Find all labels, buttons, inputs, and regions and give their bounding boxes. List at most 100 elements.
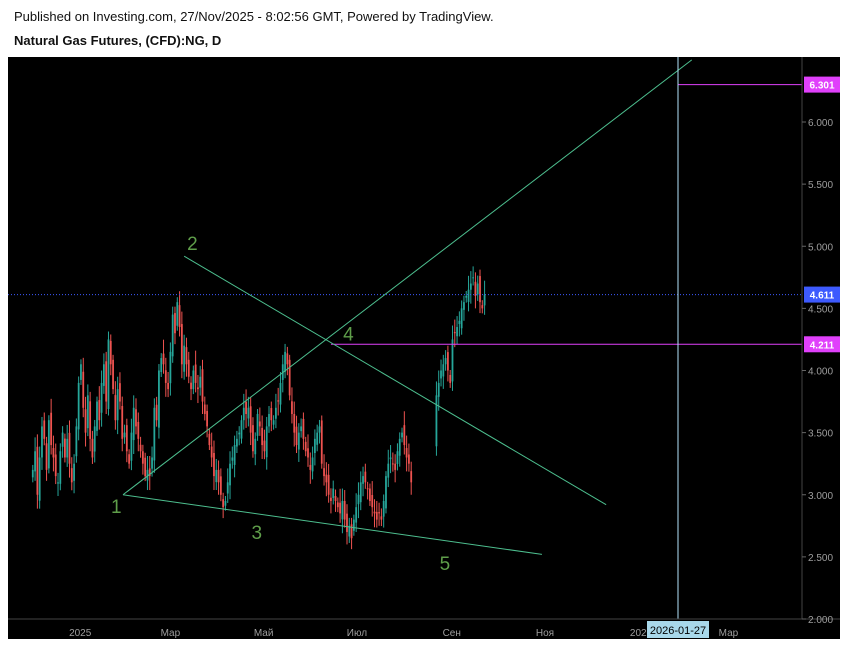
candle-body bbox=[336, 502, 339, 508]
candle-body bbox=[162, 353, 165, 365]
candle-body bbox=[125, 425, 128, 452]
candle-body bbox=[190, 382, 192, 390]
candle-body bbox=[178, 305, 181, 328]
candle-body bbox=[70, 468, 73, 483]
candle-body bbox=[112, 359, 114, 390]
candle-body bbox=[401, 432, 403, 438]
candle-body bbox=[272, 420, 275, 425]
candle-body bbox=[293, 413, 296, 433]
candle-body bbox=[238, 432, 241, 435]
candle-body bbox=[334, 495, 337, 501]
time-tick-label: Май bbox=[254, 628, 274, 639]
candle-body bbox=[50, 412, 53, 446]
candle-body bbox=[364, 471, 367, 483]
time-tick-label: Ноя bbox=[536, 628, 554, 639]
candle-body bbox=[352, 519, 355, 531]
price-tick-label: 3.000 bbox=[808, 491, 833, 502]
price-label-box bbox=[804, 76, 840, 93]
candle-body bbox=[137, 421, 140, 439]
candle-body bbox=[66, 438, 69, 458]
candle-body bbox=[403, 425, 406, 446]
candle-body bbox=[394, 463, 397, 470]
candle-body bbox=[84, 409, 87, 433]
candle-body bbox=[387, 463, 390, 478]
candle-body bbox=[91, 438, 94, 458]
candle-body bbox=[472, 277, 475, 279]
candle-body bbox=[89, 401, 92, 439]
price-chart[interactable]: 1 2 3 4 5 2.000 2.500 3.000 3.500 4.000 4.500 5.00… bbox=[8, 57, 840, 639]
candle-body bbox=[231, 457, 234, 461]
candle-body bbox=[263, 440, 266, 452]
candle-body bbox=[277, 400, 280, 402]
candle-body bbox=[183, 345, 186, 372]
trend-line bbox=[183, 255, 607, 506]
candle-body bbox=[148, 468, 151, 477]
price-tick-label: 4.000 bbox=[808, 367, 833, 378]
time-tick-label: 202 bbox=[630, 628, 647, 639]
price-axis[interactable]: 2.000 2.500 3.000 3.500 4.000 4.500 5.000 5.500… bbox=[802, 118, 833, 626]
candle-body bbox=[382, 500, 385, 517]
candle-body bbox=[398, 438, 401, 456]
time-axis[interactable]: 2025 Мар Май Июл Сен Ноя 202 Мар 2026-01-27 bbox=[69, 621, 739, 639]
candle-body bbox=[391, 463, 394, 465]
candle-body bbox=[318, 426, 321, 433]
candle-body bbox=[389, 457, 392, 460]
candle-body bbox=[167, 382, 170, 390]
candle-body bbox=[258, 421, 261, 427]
candle-body bbox=[52, 448, 55, 458]
candle-body bbox=[219, 476, 222, 495]
candle-body bbox=[474, 281, 477, 296]
trend-line bbox=[122, 494, 542, 555]
candle-body bbox=[375, 511, 378, 520]
candle-body bbox=[171, 314, 174, 357]
candle-body bbox=[343, 500, 346, 520]
wave-label: 5 bbox=[440, 554, 451, 575]
price-labels: 6.301 4.611 4.211 bbox=[804, 76, 840, 353]
candle-body bbox=[155, 404, 158, 421]
candle-body bbox=[348, 525, 351, 537]
candle-body bbox=[210, 446, 213, 458]
candle-body bbox=[378, 512, 380, 514]
time-tick-label: Сен bbox=[443, 628, 461, 639]
candle-body bbox=[330, 497, 332, 501]
candle-body bbox=[119, 383, 121, 402]
candle-body bbox=[153, 407, 156, 461]
candle-body bbox=[242, 407, 245, 421]
candle-body bbox=[107, 339, 110, 410]
candle-body bbox=[460, 308, 463, 329]
candle-body bbox=[45, 443, 48, 470]
published-caption: Published on Investing.com, 27/Nov/2025 … bbox=[14, 9, 494, 24]
candle-body bbox=[160, 358, 163, 372]
candle-body bbox=[236, 438, 238, 447]
candle-body bbox=[247, 407, 250, 419]
candle-body bbox=[123, 432, 126, 438]
candle-body bbox=[201, 369, 204, 402]
candle-body bbox=[132, 407, 135, 441]
candle-body bbox=[467, 289, 470, 302]
candle-body bbox=[233, 445, 236, 465]
candle-body bbox=[440, 370, 442, 379]
candle-body bbox=[215, 469, 218, 483]
time-tick-label: Мар bbox=[161, 628, 181, 639]
candle-body bbox=[444, 358, 447, 365]
candle-body bbox=[164, 370, 167, 383]
candle-body bbox=[325, 474, 328, 483]
candle-body bbox=[366, 488, 369, 490]
candle-body bbox=[396, 451, 399, 464]
candle-body bbox=[284, 351, 286, 372]
price-tick-label: 4.500 bbox=[808, 304, 833, 315]
wave-label: 2 bbox=[187, 234, 198, 255]
candle-body bbox=[252, 425, 254, 452]
candle-body bbox=[350, 524, 353, 539]
candle-body bbox=[313, 438, 316, 454]
candle-body bbox=[229, 463, 231, 486]
candle-body bbox=[75, 426, 78, 457]
candle-body bbox=[346, 513, 348, 533]
candle-body bbox=[254, 438, 257, 455]
candle-body bbox=[141, 451, 144, 464]
candle-body bbox=[302, 418, 305, 439]
candle-body bbox=[357, 494, 360, 505]
candle-body bbox=[373, 511, 376, 514]
candle-body bbox=[187, 359, 190, 377]
candle-body bbox=[121, 406, 124, 439]
